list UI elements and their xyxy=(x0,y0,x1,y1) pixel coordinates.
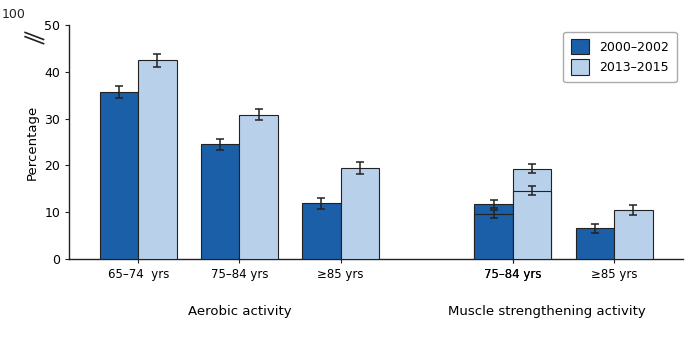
Legend: 2000–2002, 2013–2015: 2000–2002, 2013–2015 xyxy=(563,32,677,82)
Bar xyxy=(201,144,239,258)
Text: 100: 100 xyxy=(1,8,25,21)
Bar xyxy=(475,214,513,258)
Bar xyxy=(99,92,138,258)
Text: Aerobic activity: Aerobic activity xyxy=(188,305,291,318)
Bar xyxy=(614,210,653,258)
Bar xyxy=(513,169,551,258)
Bar xyxy=(341,168,380,258)
Bar xyxy=(513,191,551,258)
Bar xyxy=(138,60,177,258)
Text: Muscle strengthening activity: Muscle strengthening activity xyxy=(448,305,646,318)
Bar xyxy=(239,115,278,258)
Bar xyxy=(475,204,513,258)
Y-axis label: Percentage: Percentage xyxy=(26,104,39,180)
Bar xyxy=(575,228,614,258)
Bar xyxy=(302,203,341,258)
